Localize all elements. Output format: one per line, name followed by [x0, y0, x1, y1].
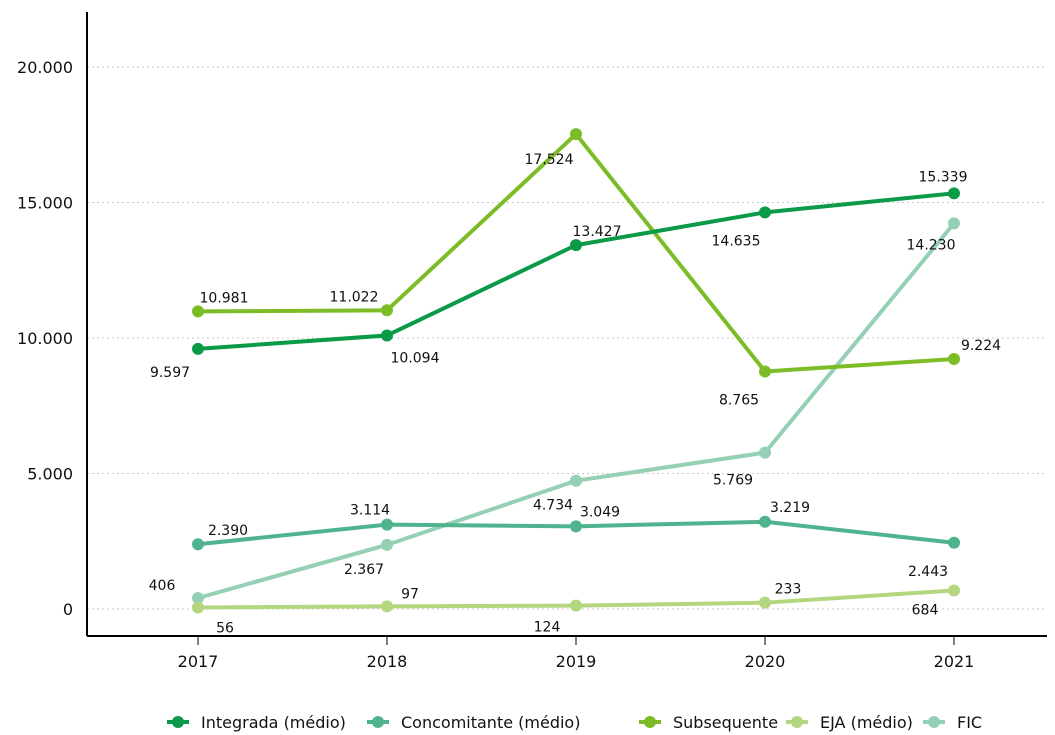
data-point — [381, 600, 393, 613]
legend-item: FIC — [923, 713, 982, 732]
legend-label: Integrada (médio) — [201, 713, 346, 732]
data-point — [381, 304, 393, 317]
series-line — [196, 191, 956, 351]
data-label: 3.219 — [770, 500, 810, 516]
data-label: 3.049 — [580, 504, 620, 520]
data-label: 10.094 — [391, 350, 440, 366]
y-axis-ticks: 0 5.000 10.000 15.000 20.000 — [17, 58, 73, 619]
y-tick-label: 10.000 — [17, 329, 73, 348]
x-tick-label: 2018 — [367, 652, 408, 671]
data-label: 2.443 — [908, 564, 948, 580]
data-point — [948, 217, 960, 230]
legend-marker — [172, 716, 184, 728]
data-point — [948, 187, 960, 200]
data-label: 406 — [149, 578, 176, 594]
data-label: 233 — [775, 582, 802, 598]
data-label: 10.981 — [200, 290, 249, 306]
data-point — [759, 206, 771, 219]
legend-marker — [791, 716, 803, 728]
data-label: 124 — [534, 620, 561, 636]
data-point — [192, 342, 204, 355]
data-point — [948, 536, 960, 549]
gridlines — [87, 66, 1047, 610]
data-point — [570, 599, 582, 612]
data-point — [192, 601, 204, 614]
data-point — [381, 518, 393, 531]
data-point — [570, 239, 582, 252]
data-point — [759, 596, 771, 609]
data-label: 56 — [216, 620, 234, 636]
data-label: 15.339 — [919, 169, 968, 185]
x-axis-ticks: 2017 2018 2019 2020 2021 — [178, 636, 975, 671]
data-label: 8.765 — [719, 392, 759, 408]
data-point — [381, 538, 393, 551]
y-tick-label: 5.000 — [27, 465, 73, 484]
data-point — [570, 128, 582, 141]
data-point — [759, 515, 771, 528]
data-label: 684 — [912, 602, 939, 618]
x-tick-label: 2021 — [934, 652, 975, 671]
data-labels: 9.597 10.094 13.427 14.635 15.339 2.390 3.114 3… — [149, 152, 1001, 636]
series-line — [196, 132, 956, 374]
series-line — [196, 221, 956, 600]
data-point — [570, 520, 582, 533]
legend-label: FIC — [957, 713, 982, 732]
data-label: 17.524 — [525, 152, 574, 168]
legend-marker — [928, 716, 940, 728]
data-label: 97 — [401, 586, 419, 602]
data-label: 13.427 — [573, 224, 622, 240]
legend-item: Subsequente — [639, 713, 778, 732]
y-tick-label: 20.000 — [17, 58, 73, 77]
series-lines — [192, 128, 960, 614]
legend: Integrada (médio) Concomitante (médio) Sub… — [167, 713, 982, 732]
data-label: 9.597 — [150, 365, 190, 381]
legend-item: Concomitante (médio) — [367, 713, 580, 732]
data-label: 5.769 — [713, 473, 753, 489]
x-tick-label: 2019 — [556, 652, 597, 671]
data-point — [759, 446, 771, 459]
data-point — [948, 584, 960, 597]
data-label: 2.367 — [344, 562, 384, 578]
data-point — [948, 353, 960, 366]
legend-marker — [372, 716, 384, 728]
data-label: 2.390 — [208, 523, 248, 539]
x-tick-label: 2020 — [745, 652, 786, 671]
data-label: 3.114 — [350, 503, 390, 519]
legend-label: Subsequente — [673, 713, 778, 732]
y-tick-label: 0 — [63, 600, 73, 619]
data-point — [192, 305, 204, 318]
data-label: 14.635 — [712, 233, 761, 249]
data-point — [192, 591, 204, 604]
y-tick-label: 15.000 — [17, 194, 73, 213]
data-label: 14.230 — [907, 237, 956, 253]
legend-label: Concomitante (médio) — [401, 713, 580, 732]
legend-marker — [644, 716, 656, 728]
data-label: 11.022 — [330, 289, 379, 305]
data-label: 4.734 — [533, 498, 573, 514]
data-label: 9.224 — [961, 338, 1001, 354]
x-tick-label: 2017 — [178, 652, 219, 671]
data-point — [192, 538, 204, 551]
legend-item: EJA (médio) — [786, 713, 913, 732]
data-point — [381, 329, 393, 342]
data-point — [570, 474, 582, 487]
data-point — [759, 365, 771, 378]
legend-label: EJA (médio) — [820, 713, 913, 732]
legend-item: Integrada (médio) — [167, 713, 346, 732]
